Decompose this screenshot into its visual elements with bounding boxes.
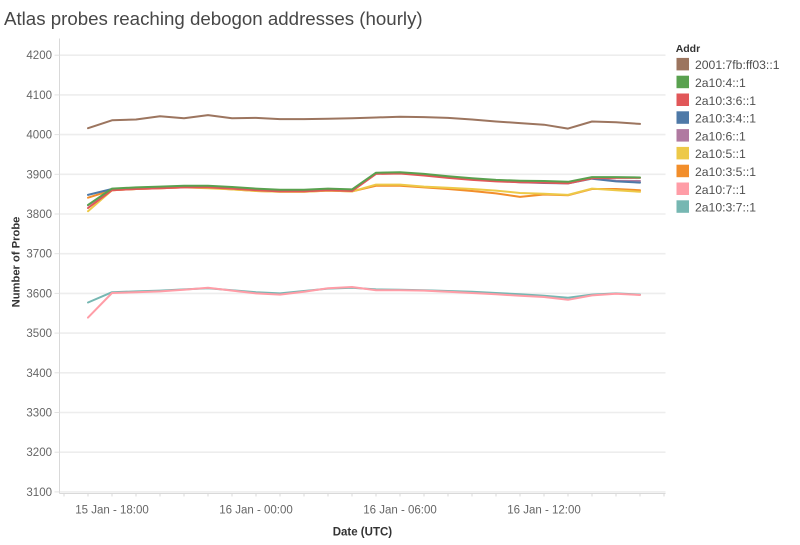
- svg-text:2a10:3:4::1: 2a10:3:4::1: [695, 112, 756, 126]
- svg-text:16 Jan - 00:00: 16 Jan - 00:00: [219, 505, 293, 517]
- svg-text:3300: 3300: [26, 408, 52, 420]
- svg-text:2a10:3:7::1: 2a10:3:7::1: [695, 201, 756, 215]
- svg-text:Date (UTC): Date (UTC): [333, 527, 393, 539]
- svg-text:3400: 3400: [26, 368, 52, 380]
- svg-text:4200: 4200: [26, 50, 52, 62]
- svg-text:2a10:6::1: 2a10:6::1: [695, 129, 746, 143]
- svg-text:3100: 3100: [26, 487, 52, 499]
- svg-text:4000: 4000: [26, 130, 52, 142]
- svg-text:Addr: Addr: [676, 43, 701, 55]
- svg-text:3800: 3800: [26, 209, 52, 221]
- svg-text:2a10:3:6::1: 2a10:3:6::1: [695, 94, 756, 108]
- svg-text:3900: 3900: [26, 169, 52, 181]
- svg-text:4100: 4100: [26, 90, 52, 102]
- svg-text:3700: 3700: [26, 249, 52, 261]
- svg-text:3600: 3600: [26, 288, 52, 300]
- svg-text:2001:7fb:ff03::1: 2001:7fb:ff03::1: [695, 58, 780, 72]
- svg-text:3500: 3500: [26, 328, 52, 340]
- svg-text:3200: 3200: [26, 447, 52, 459]
- svg-text:16 Jan - 06:00: 16 Jan - 06:00: [363, 505, 437, 517]
- svg-text:15 Jan - 18:00: 15 Jan - 18:00: [75, 505, 149, 517]
- svg-text:2a10:5::1: 2a10:5::1: [695, 147, 746, 161]
- svg-text:2a10:3:5::1: 2a10:3:5::1: [695, 165, 756, 179]
- svg-text:Atlas probes reaching debogon: Atlas probes reaching debogon addresses …: [4, 8, 423, 29]
- svg-text:16 Jan - 12:00: 16 Jan - 12:00: [507, 505, 581, 517]
- svg-text:2a10:4::1: 2a10:4::1: [695, 76, 746, 90]
- svg-text:2a10:7::1: 2a10:7::1: [695, 183, 746, 197]
- svg-text:Number of Probe: Number of Probe: [11, 217, 23, 308]
